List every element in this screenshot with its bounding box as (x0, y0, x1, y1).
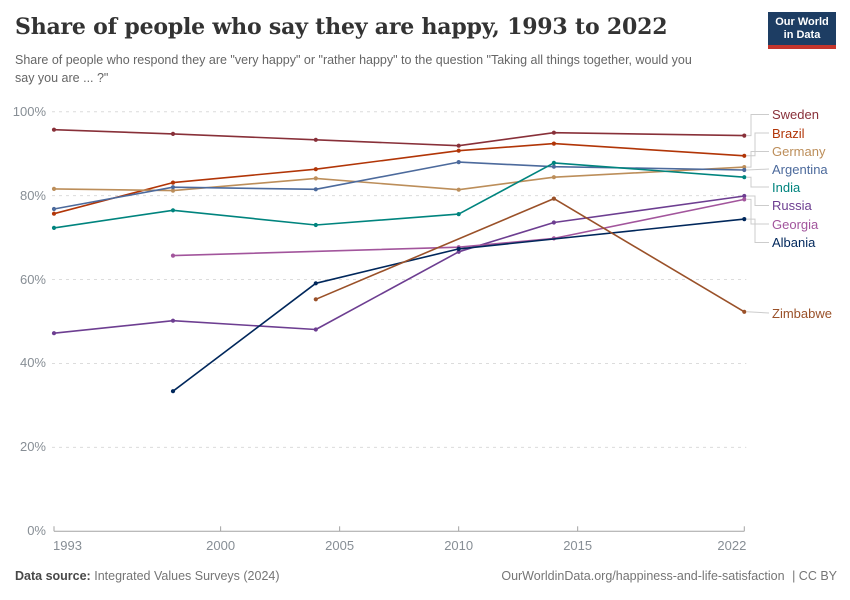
data-point-india-1993 (51, 225, 57, 230)
legend-connector-sweden (747, 114, 769, 137)
series-line-georgia (172, 198, 746, 257)
data-point-sweden-2004 (313, 137, 318, 142)
owid-logo[interactable]: Our World in Data (768, 12, 836, 49)
data-source-value: Integrated Values Surveys (2024) (94, 569, 280, 583)
data-point-sweden-1993 (51, 127, 57, 132)
data-point-georgia-1998 (170, 253, 176, 258)
data-point-russia-2004 (313, 327, 318, 332)
data-point-brazil-2010 (456, 148, 461, 153)
data-point-russia-1993 (51, 331, 57, 336)
data-point-germany-1998 (170, 188, 176, 193)
series-line-argentina (53, 161, 746, 210)
legend-label-georgia[interactable]: Georgia (772, 216, 819, 232)
data-point-brazil-2004 (313, 167, 318, 172)
data-point-sweden-2014 (551, 130, 557, 135)
data-point-zimbabwe-2022 (742, 309, 747, 314)
series-line-india (53, 162, 746, 229)
data-point-zimbabwe-2014 (551, 196, 557, 201)
data-point-albania-2004 (313, 281, 318, 286)
attribution: OurWorldinData.org/happiness-and-life-sa… (501, 569, 837, 583)
data-point-albania-2022 (742, 217, 747, 222)
page-title: Share of people who say they are happy, … (15, 14, 668, 40)
data-point-india-1998 (170, 208, 176, 213)
data-point-germany-2010 (456, 187, 461, 192)
data-point-argentina-2004 (313, 187, 318, 192)
data-point-brazil-2014 (551, 141, 557, 146)
owid-logo-line1: Our World (775, 15, 829, 28)
data-point-zimbabwe-2004 (313, 297, 318, 302)
legend-connector-india (747, 176, 769, 188)
series-line-sweden (53, 128, 746, 147)
data-point-india-2022 (742, 175, 747, 180)
data-point-argentina-1993 (51, 206, 57, 212)
data-point-argentina-2022 (742, 167, 747, 173)
data-point-sweden-2010 (456, 143, 461, 148)
license-label: | CC BY (792, 569, 837, 583)
data-point-albania-1998 (170, 389, 176, 394)
data-point-argentina-2010 (456, 160, 461, 165)
legend-label-albania[interactable]: Albania (772, 235, 816, 250)
legend-label-zimbabwe[interactable]: Zimbabwe (772, 305, 832, 321)
chart-subtitle: Share of people who respond they are "ve… (15, 53, 692, 85)
data-point-georgia-2022 (742, 197, 747, 202)
legend-connector-germany (747, 151, 769, 168)
legend-connector-brazil (747, 132, 769, 157)
data-point-sweden-1998 (170, 131, 176, 136)
legend-label-india[interactable]: India (772, 179, 801, 195)
legend-connector-argentina (746, 168, 770, 171)
owid-logo-line2: in Data (783, 28, 821, 41)
data-point-russia-2014 (551, 220, 557, 225)
legend-label-brazil[interactable]: Brazil (772, 125, 805, 141)
legend-connector-russia (747, 195, 769, 206)
data-point-argentina-2014 (551, 164, 557, 169)
data-point-russia-2010 (456, 249, 461, 254)
series-line-brazil (53, 142, 746, 215)
data-point-albania-2010 (456, 246, 461, 251)
data-point-sweden-2022 (742, 133, 747, 138)
data-point-russia-1998 (170, 318, 176, 323)
data-point-india-2010 (456, 212, 461, 217)
data-point-germany-1993 (51, 186, 57, 191)
data-point-germany-2004 (313, 176, 318, 181)
data-point-brazil-2022 (742, 153, 747, 158)
data-point-russia-2022 (742, 193, 747, 199)
legend-label-russia[interactable]: Russia (772, 198, 812, 213)
data-point-brazil-1998 (170, 180, 176, 185)
series-line-albania (172, 218, 746, 393)
legend-label-sweden[interactable]: Sweden (772, 107, 819, 122)
data-point-india-2004 (313, 222, 318, 228)
data-source-label: Data source: (15, 569, 91, 583)
legend-connector-georgia (747, 198, 769, 225)
owid-article-link[interactable]: OurWorldinData.org/happiness-and-life-sa… (501, 569, 785, 583)
legend-label-germany[interactable]: Germany (772, 144, 826, 159)
data-point-germany-2014 (551, 175, 557, 180)
data-point-brazil-1993 (51, 211, 57, 216)
data-point-argentina-1998 (170, 185, 176, 190)
data-source: Data source: Integrated Values Surveys (… (15, 569, 280, 583)
data-point-india-2014 (551, 160, 557, 165)
legend-connector-albania (747, 218, 769, 243)
data-point-germany-2022 (742, 165, 747, 170)
legend-label-argentina[interactable]: Argentina (772, 161, 828, 177)
legend-connector-zimbabwe (746, 311, 770, 314)
